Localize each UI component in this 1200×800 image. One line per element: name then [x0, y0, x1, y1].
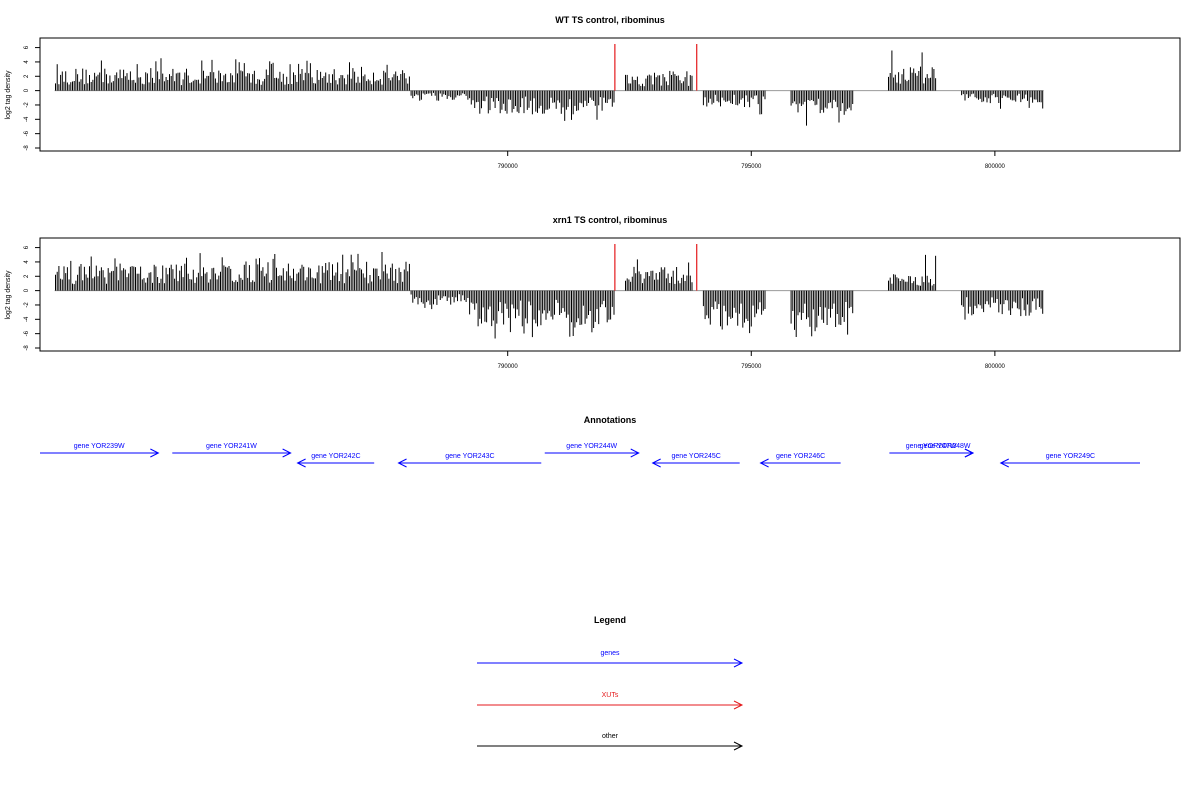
- y-axis-label: log2 tag density: [5, 270, 12, 320]
- gene-annotation[interactable]: gene YOR245C: [651, 453, 740, 468]
- gene-label: gene YOR239W: [74, 443, 125, 450]
- x-axis: 790000 795000 800000: [498, 151, 1006, 170]
- y-tick-label: 6: [24, 245, 30, 249]
- y-tick-label: -4: [24, 316, 30, 322]
- y-tick-label: 0: [24, 88, 30, 92]
- y-tick-label: -2: [24, 102, 30, 108]
- legend-label: other: [602, 733, 619, 740]
- x-tick-label: 795000: [741, 364, 762, 370]
- y-tick-label: -6: [24, 130, 30, 136]
- x-tick-label: 790000: [498, 364, 519, 370]
- gene-label: gene YOR249C: [1046, 453, 1095, 460]
- y-tick-label: 4: [24, 260, 30, 264]
- gene-label: gene YOR242C: [311, 453, 360, 460]
- legend-item: XUTs: [477, 692, 744, 710]
- x-tick-label: 800000: [985, 364, 1006, 370]
- y-axis-label: log2 tag density: [5, 70, 12, 120]
- gene-annotation[interactable]: gene YOR241W: [172, 443, 292, 458]
- gene-arrows: gene YOR239W gene YOR241W gene YOR242C gene…: [40, 443, 1140, 468]
- gene-arrowhead: [999, 458, 1009, 468]
- y-axis: 6 4 2 0 -2 -4 -6 -8: [24, 45, 41, 151]
- panel-title: xrn1 TS control, ribominus: [553, 215, 668, 225]
- x-tick-label: 795000: [741, 164, 762, 170]
- legend-arrowhead: [733, 700, 744, 710]
- gene-label: gene YOR248W: [920, 443, 971, 450]
- y-tick-label: -6: [24, 330, 30, 336]
- legend-item: genes: [477, 650, 744, 668]
- xut-markers: [614, 244, 698, 291]
- annotations-track: Annotations gene YOR239W gene YOR241Wgene…: [40, 415, 1140, 468]
- panel-title: WT TS control, ribominus: [555, 15, 665, 25]
- gene-arrowhead: [150, 448, 160, 458]
- gene-annotation[interactable]: gene YOR242C: [296, 453, 375, 468]
- gene-label: gene YOR244W: [566, 443, 617, 450]
- y-tick-label: 2: [24, 74, 30, 78]
- y-tick-label: 0: [24, 288, 30, 292]
- y-tick-label: -8: [24, 145, 30, 151]
- y-tick-label: -8: [24, 345, 30, 351]
- legend-items: genes XUTs other: [477, 650, 744, 751]
- y-tick-label: 4: [24, 60, 30, 64]
- legend: Legend genes XUTs other: [477, 615, 744, 751]
- gene-arrowhead: [651, 458, 661, 468]
- gene-annotation[interactable]: gene YOR243C: [397, 453, 542, 468]
- gene-annotation[interactable]: gene YOR248W: [917, 443, 975, 458]
- legend-label: XUTs: [602, 692, 619, 699]
- legend-item: other: [477, 733, 744, 751]
- gene-arrowhead: [397, 458, 407, 468]
- y-tick-label: -4: [24, 116, 30, 122]
- gene-arrowhead: [296, 458, 306, 468]
- gene-annotation[interactable]: gene YOR246C: [759, 453, 841, 468]
- legend-label: genes: [600, 650, 620, 657]
- gene-label: gene YOR243C: [445, 453, 494, 460]
- legend-arrowhead: [733, 658, 744, 668]
- density-bars: [54, 252, 1044, 339]
- gene-arrowhead: [759, 458, 769, 468]
- x-tick-label: 800000: [985, 164, 1006, 170]
- legend-arrowhead: [733, 741, 744, 751]
- x-axis: 790000 795000 800000: [498, 351, 1006, 370]
- y-tick-label: 2: [24, 274, 30, 278]
- xrn1-ts-control-panel: xrn1 TS control, ribominus log2 tag dens…: [5, 215, 1181, 370]
- wt-ts-control-panel: WT TS control, ribominus log2 tag densit…: [5, 15, 1181, 170]
- y-axis: 6 4 2 0 -2 -4 -6 -8: [24, 245, 41, 351]
- gene-annotation[interactable]: gene YOR239W: [40, 443, 160, 458]
- gene-arrowhead: [282, 448, 292, 458]
- gene-label: gene YOR245C: [672, 453, 721, 460]
- gene-arrowhead: [964, 448, 975, 458]
- density-bars: [54, 50, 1044, 126]
- y-tick-label: 6: [24, 45, 30, 49]
- legend-title: Legend: [594, 615, 626, 625]
- gene-annotation[interactable]: gene YOR244W: [544, 443, 640, 458]
- gene-label: gene YOR246C: [776, 453, 825, 460]
- xut-markers: [614, 44, 698, 91]
- gene-label: gene YOR241W: [206, 443, 257, 450]
- annotations-title: Annotations: [584, 415, 637, 425]
- y-tick-label: -2: [24, 302, 30, 308]
- x-tick-label: 790000: [498, 164, 519, 170]
- gene-annotation[interactable]: gene YOR249C: [999, 453, 1140, 468]
- gene-arrowhead: [630, 448, 640, 458]
- gene-label: gene YOR247W: [906, 443, 957, 450]
